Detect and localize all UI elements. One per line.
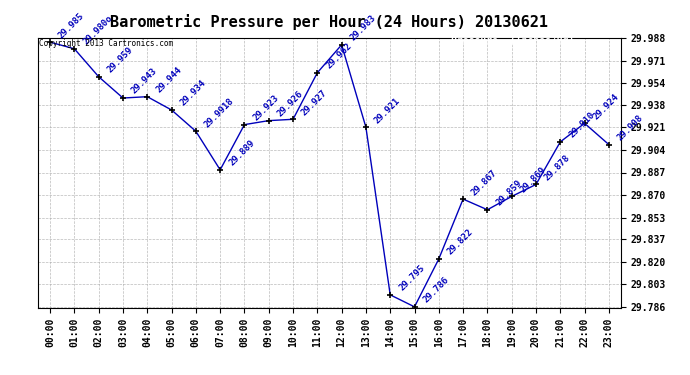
Text: 29.959: 29.959 xyxy=(106,45,135,75)
Text: 29.9918: 29.9918 xyxy=(203,96,236,129)
Text: 29.924: 29.924 xyxy=(591,92,621,121)
Text: 29.962: 29.962 xyxy=(324,41,353,70)
Text: 29.944: 29.944 xyxy=(155,65,184,94)
Text: 29.980o: 29.980o xyxy=(81,13,115,46)
Text: 29.908: 29.908 xyxy=(615,113,645,142)
Title: Barometric Pressure per Hour (24 Hours) 20130621: Barometric Pressure per Hour (24 Hours) … xyxy=(110,13,549,30)
Text: Copyright 2013 Cartronics.com: Copyright 2013 Cartronics.com xyxy=(39,39,173,48)
Text: 29.822: 29.822 xyxy=(446,228,475,257)
Text: 29.983: 29.983 xyxy=(348,13,377,43)
Text: 29.878: 29.878 xyxy=(543,153,572,182)
Text: 29.943: 29.943 xyxy=(130,67,159,96)
Text: 29.923: 29.923 xyxy=(251,93,281,123)
Text: 29.869: 29.869 xyxy=(519,165,548,194)
Text: 29.910: 29.910 xyxy=(567,111,596,140)
Text: 29.985: 29.985 xyxy=(57,11,86,40)
Text: 29.867: 29.867 xyxy=(470,168,499,197)
Text: 29.795: 29.795 xyxy=(397,264,426,293)
Text: 29.859: 29.859 xyxy=(494,178,524,208)
Text: 29.934: 29.934 xyxy=(179,79,208,108)
Text: 29.889: 29.889 xyxy=(227,138,256,168)
Text: 29.926: 29.926 xyxy=(276,89,305,118)
Text: 29.921: 29.921 xyxy=(373,96,402,125)
Text: 29.927: 29.927 xyxy=(300,88,329,117)
Text: 29.786: 29.786 xyxy=(422,276,451,304)
